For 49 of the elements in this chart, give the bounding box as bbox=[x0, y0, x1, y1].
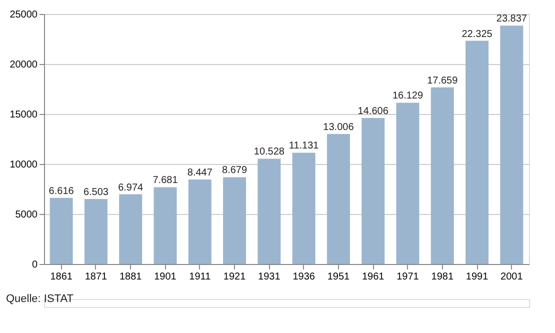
y-tick-label: 5000 bbox=[15, 210, 38, 220]
data-label: 7.681 bbox=[152, 175, 178, 186]
x-tick-label: 1911 bbox=[189, 272, 212, 282]
y-tick-label: 20000 bbox=[10, 60, 38, 70]
bar bbox=[223, 177, 246, 264]
data-label: 6.974 bbox=[118, 182, 144, 194]
bar bbox=[84, 198, 108, 264]
data-label: 8.447 bbox=[187, 168, 213, 179]
x-tick-label: 1991 bbox=[466, 272, 489, 282]
x-tick-label: 1936 bbox=[292, 272, 316, 282]
source-note: Quelle: ISTAT bbox=[6, 293, 74, 305]
bar bbox=[50, 198, 73, 264]
y-tick-label: 25000 bbox=[10, 10, 38, 20]
bar bbox=[292, 152, 316, 264]
x-tick-label: 1931 bbox=[258, 272, 281, 282]
x-tick-label: 1951 bbox=[327, 272, 350, 282]
y-tick-label: 10000 bbox=[10, 160, 38, 170]
data-label: 17.659 bbox=[427, 75, 458, 86]
bar bbox=[154, 187, 177, 264]
data-label: 14.606 bbox=[358, 106, 389, 117]
data-label: 8.679 bbox=[222, 165, 248, 176]
y-tick-label: 0 bbox=[32, 260, 38, 270]
bar bbox=[466, 40, 489, 264]
x-tick-label: 1961 bbox=[362, 272, 385, 282]
y-tick-label: 15000 bbox=[10, 110, 38, 120]
bar bbox=[188, 180, 212, 264]
data-label: 23.837 bbox=[496, 14, 528, 25]
bar bbox=[430, 87, 454, 264]
x-tick-label: 1921 bbox=[223, 272, 246, 282]
x-tick-label: 1861 bbox=[50, 272, 73, 282]
data-label: 11.131 bbox=[288, 140, 320, 152]
x-tick-label: 1901 bbox=[154, 272, 177, 282]
x-tick-label: 2001 bbox=[500, 272, 524, 282]
x-tick-label: 1871 bbox=[84, 272, 108, 282]
data-label: 16.129 bbox=[392, 90, 424, 102]
bar bbox=[326, 134, 350, 264]
x-tick-label: 1981 bbox=[431, 272, 454, 282]
data-label: 6.503 bbox=[83, 186, 109, 198]
data-label: 13.006 bbox=[323, 122, 354, 133]
bar bbox=[258, 158, 281, 264]
data-label: 6.616 bbox=[48, 186, 74, 197]
bar bbox=[500, 26, 524, 264]
x-tick-label: 1881 bbox=[119, 272, 142, 282]
bar bbox=[396, 102, 420, 264]
data-label: 22.325 bbox=[462, 28, 493, 40]
x-tick-label: 1971 bbox=[396, 272, 420, 282]
bar bbox=[119, 194, 142, 264]
bar bbox=[362, 118, 385, 264]
data-label: 10.528 bbox=[254, 146, 285, 158]
